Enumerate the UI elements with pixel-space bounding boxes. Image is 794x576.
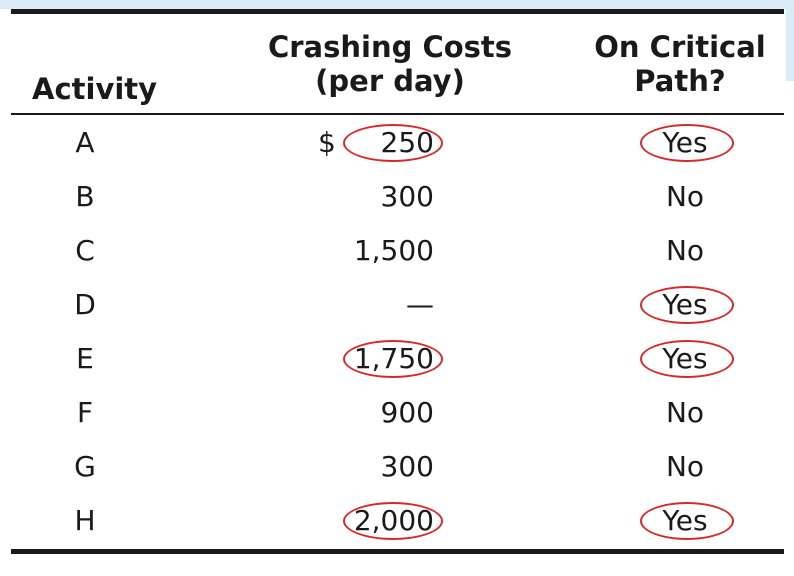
cost-cell: 1,500 bbox=[353, 234, 434, 267]
activity-cell: B bbox=[75, 180, 95, 213]
table-row: C 1,500 No bbox=[0, 224, 794, 278]
cost-cell: 300 bbox=[380, 180, 434, 213]
cost-cell: — bbox=[406, 288, 434, 321]
table-row: F 900 No bbox=[0, 386, 794, 440]
table-row: B 300 No bbox=[0, 170, 794, 224]
header-crashing-line2: (per day) bbox=[315, 64, 465, 98]
critical-cell: Yes bbox=[662, 342, 708, 375]
table-row: E 1,750 Yes bbox=[0, 332, 794, 386]
header-critical-line2: Path? bbox=[634, 64, 726, 98]
activity-cell: A bbox=[75, 126, 95, 159]
cost-cell: 900 bbox=[380, 396, 434, 429]
activity-cell: C bbox=[75, 234, 95, 267]
table-row: A $ 250 Yes bbox=[0, 116, 794, 170]
header-crashing-costs: Crashing Costs (per day) bbox=[260, 30, 520, 98]
header-activity-label: Activity bbox=[32, 72, 158, 106]
table-header-rule bbox=[11, 113, 784, 115]
table-row: G 300 No bbox=[0, 440, 794, 494]
critical-cell: No bbox=[665, 234, 705, 267]
header-activity: Activity bbox=[32, 72, 162, 106]
activity-cell: G bbox=[74, 450, 96, 483]
table-row: D — Yes bbox=[0, 278, 794, 332]
header-on-critical-path: On Critical Path? bbox=[580, 30, 780, 98]
table-bottom-rule bbox=[11, 549, 784, 554]
critical-cell: No bbox=[665, 180, 705, 213]
table-row: H 2,000 Yes bbox=[0, 494, 794, 548]
header-critical-line1: On Critical bbox=[594, 30, 766, 64]
critical-cell: Yes bbox=[662, 288, 708, 321]
activity-cell: F bbox=[76, 396, 94, 429]
activity-cell: E bbox=[76, 342, 94, 375]
currency-symbol: $ bbox=[318, 126, 336, 159]
header-crashing-line1: Crashing Costs bbox=[267, 30, 513, 64]
critical-cell: Yes bbox=[662, 504, 708, 537]
cost-cell: 300 bbox=[380, 450, 434, 483]
cost-cell: 1,750 bbox=[353, 342, 434, 375]
critical-cell: No bbox=[665, 396, 705, 429]
cost-cell: 250 bbox=[380, 126, 434, 159]
top-band bbox=[0, 0, 794, 9]
activity-cell: D bbox=[74, 288, 96, 321]
activity-cell: H bbox=[74, 504, 96, 537]
cost-cell: 2,000 bbox=[353, 504, 434, 537]
critical-cell: Yes bbox=[662, 126, 708, 159]
table-top-rule bbox=[11, 9, 784, 14]
critical-cell: No bbox=[665, 450, 705, 483]
right-edge-strip bbox=[786, 9, 794, 81]
